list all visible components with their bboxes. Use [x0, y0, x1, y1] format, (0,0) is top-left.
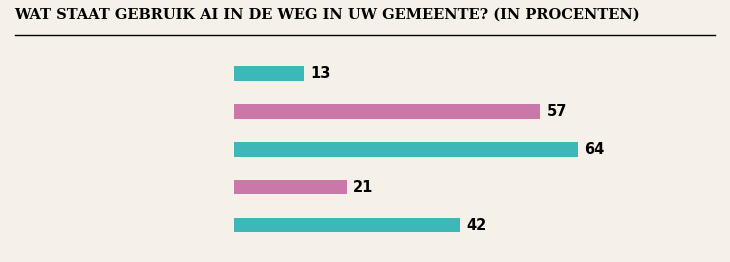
Text: 57: 57 [547, 104, 567, 119]
Text: 21: 21 [353, 180, 374, 195]
Bar [234, 104, 540, 119]
Bar [234, 180, 347, 194]
Bar [234, 142, 578, 156]
Text: 64: 64 [585, 142, 605, 157]
Text: 13: 13 [310, 66, 331, 81]
Bar [234, 218, 460, 232]
Bar [234, 67, 304, 81]
Text: WAT STAAT GEBRUIK AI IN DE WEG IN UW GEMEENTE? (IN PROCENTEN): WAT STAAT GEBRUIK AI IN DE WEG IN UW GEM… [15, 8, 640, 22]
Text: 42: 42 [466, 217, 486, 233]
